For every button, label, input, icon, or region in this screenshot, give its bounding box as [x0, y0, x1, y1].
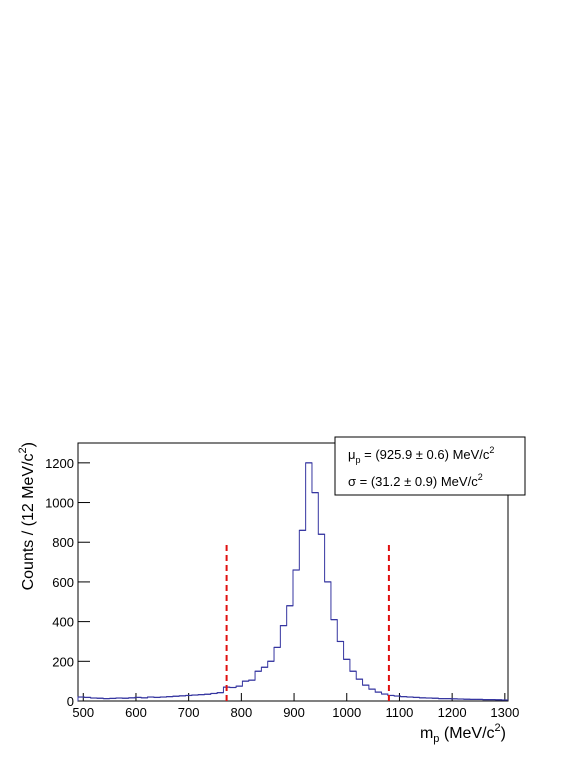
stat-symbol: σ	[348, 474, 356, 489]
x-label-end: )	[501, 725, 506, 742]
x-tick-label: 700	[178, 705, 200, 720]
y-label-end: )	[20, 442, 37, 447]
frame	[77, 442, 509, 702]
stat-text: = (925.9 ± 0.6) MeV/c	[361, 447, 490, 462]
y-axis-label: Counts / (12 MeV/c2)	[17, 442, 37, 590]
stat-line: μp = (925.9 ± 0.6) MeV/c2	[348, 445, 494, 465]
x-tick-label: 600	[125, 705, 147, 720]
x-tick-label: 900	[283, 705, 305, 720]
x-label-main: m	[420, 725, 433, 742]
x-tick-label: 800	[231, 705, 253, 720]
y-tick-label: 200	[52, 654, 74, 669]
x-tick-label: 1000	[332, 705, 361, 720]
x-axis-label: mp (MeV/c2)	[420, 722, 506, 745]
stat-symbol: μ	[348, 447, 356, 462]
stat-sub: p	[356, 455, 361, 465]
stat-sup: 2	[489, 445, 494, 455]
x-tick-label: 1300	[490, 705, 519, 720]
histogram-outline	[77, 462, 508, 701]
x-label-sub: p	[433, 733, 439, 745]
stats-box	[334, 436, 526, 496]
stat-line: σ = (31.2 ± 0.9) MeV/c2	[348, 472, 483, 489]
y-tick-label: 1200	[45, 456, 74, 471]
y-label-main: Counts / (12 MeV/c	[20, 453, 37, 590]
x-label-sup: 2	[495, 722, 501, 734]
y-tick-label: 400	[52, 615, 74, 630]
y-tick-label: 800	[52, 535, 74, 550]
stat-sup: 2	[478, 472, 483, 482]
y-tick-label: 1000	[45, 496, 74, 511]
x-tick-label: 1100	[385, 705, 413, 720]
x-tick-label: 1200	[438, 705, 467, 720]
y-tick-label: 600	[52, 575, 74, 590]
x-label-rest: (MeV/c	[439, 725, 494, 742]
y-label-sup: 2	[17, 447, 29, 453]
x-tick-label: 500	[72, 705, 94, 720]
y-tick-label: 0	[67, 694, 74, 709]
stat-text: = (31.2 ± 0.9) MeV/c	[356, 474, 478, 489]
